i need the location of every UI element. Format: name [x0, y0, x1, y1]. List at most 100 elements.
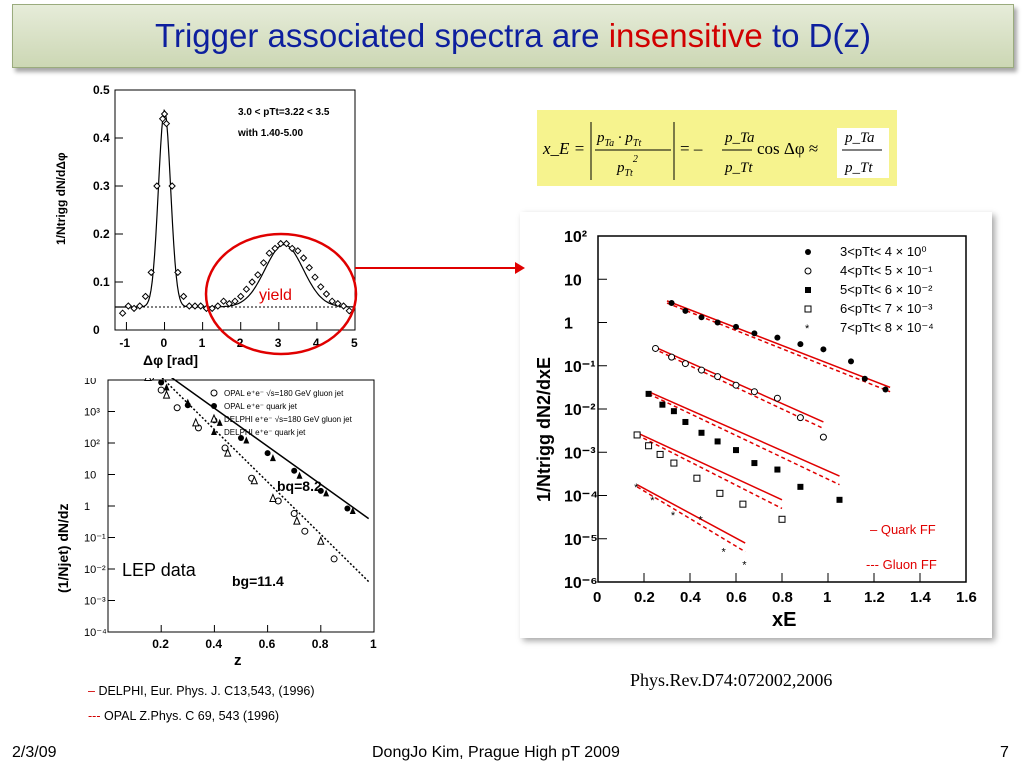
- dphi-point: [294, 247, 302, 255]
- xe-point-4: *: [742, 560, 747, 572]
- dphi-point: [179, 292, 188, 301]
- lep-legend-marker: [211, 428, 217, 435]
- xe-xtick-label: 0.4: [680, 589, 702, 606]
- title-highlight: insensitive: [608, 17, 763, 54]
- lep-ylabel: (1/Njet) dN/dz: [55, 504, 71, 593]
- dphi-point: [311, 273, 319, 281]
- title-part2: to D(z): [762, 17, 871, 54]
- lep-ytick-label: 10²: [84, 438, 100, 450]
- dphi-point: [219, 297, 228, 305]
- lep-point-0: [221, 444, 229, 452]
- xe-xtick-label: 1.4: [910, 589, 932, 606]
- xe-point-3: [656, 450, 664, 458]
- dphi-point: [174, 268, 182, 277]
- xe-point-1: [714, 373, 722, 381]
- xe-legend-label: 7<pTt< 8 × 10⁻⁴: [840, 320, 934, 335]
- lep-point-0: [157, 386, 165, 394]
- dphi-point: [288, 244, 296, 253]
- xe-point-2: [774, 466, 781, 473]
- xe-quark-fit-2: [648, 391, 840, 477]
- reference-opal: --- OPAL Z.Phys. C 69, 543 (1996): [88, 709, 279, 723]
- xe-xtick-label: 1: [823, 589, 831, 606]
- lep-point-1: [344, 505, 351, 512]
- dphi-ytick-label: 0.2: [93, 227, 110, 241]
- dphi-xtick-label: 4: [313, 336, 320, 350]
- xe-ytick-label: 10⁻⁶: [564, 575, 598, 592]
- xe-point-1: [668, 353, 676, 361]
- dphi-ytick-label: 0.4: [93, 131, 110, 145]
- dphi-point: [328, 297, 336, 305]
- xe-point-3: [716, 489, 724, 497]
- xe-legend-marker: [804, 267, 812, 275]
- xe-point-3: [693, 474, 701, 482]
- lep-chart: 0.2 0.4 0.6 0.8 11010³10²10110⁻¹10⁻²10⁻³10⁻⁴…: [55, 314, 377, 669]
- xe-ytick-label: 1: [564, 316, 573, 333]
- lep-point-3: [323, 489, 330, 497]
- xe-point-0: [774, 334, 781, 341]
- xe-ytick-label: 10⁻⁴: [564, 489, 598, 506]
- dphi-xtick-label: 0: [161, 336, 168, 350]
- dphi-point: [147, 268, 155, 277]
- dphi-xtick-label: 2: [237, 336, 244, 350]
- lep-chart-panel: 0.2 0.4 0.6 0.8 1 10 10³ 10² 10 1 10⁻¹ 10⁻² 10⁻³ 10⁻⁴…: [52, 314, 382, 678]
- formula-num-1: p_Ta: [724, 130, 754, 146]
- xe-point-0: [698, 314, 705, 321]
- dphi-point: [153, 182, 161, 190]
- xe-point-1: [681, 360, 689, 368]
- dphi-point: [265, 249, 273, 257]
- lep-xtick-label: 0.4: [205, 637, 222, 651]
- lep-title-bg: [116, 556, 216, 582]
- xe-point-3: [739, 500, 747, 508]
- xe-xtick-label: 0.8: [772, 589, 793, 606]
- xe-legend-marker: [804, 305, 812, 313]
- title-bar: Trigger associated spectra are insensiti…: [12, 4, 1014, 68]
- xe-point-3: [670, 459, 678, 467]
- dphi-xtick-label: 5: [351, 336, 358, 350]
- xe-legend-marker: [805, 287, 811, 293]
- lep-point-0: [173, 404, 181, 412]
- xe-point-2: [836, 496, 843, 503]
- lep-point-2: [144, 372, 152, 381]
- lep-xlabel: z: [234, 652, 242, 669]
- xe-ytick-label: 10⁻¹: [564, 359, 596, 376]
- ref-text-opal: OPAL Z.Phys. C 69, 543 (1996): [103, 709, 280, 723]
- dphi-point: [345, 307, 353, 315]
- xe-point-3: [633, 431, 641, 439]
- lep-point-3: [243, 436, 250, 444]
- lep-ytick-label: 10³: [84, 407, 100, 419]
- xe-point-2: [733, 447, 739, 454]
- dphi-point: [282, 239, 291, 248]
- dphi-point: [214, 302, 222, 310]
- lep-point-3: [163, 383, 170, 391]
- lep-annotation-bg: bg=11.4: [232, 573, 284, 589]
- xe-xtick-label: 1.2: [864, 589, 885, 606]
- dphi-ylabel: 1/Ntrigg dN/dΔφ: [54, 152, 68, 245]
- dphi-point: [168, 182, 176, 190]
- lep-point-2: [269, 493, 277, 502]
- xe-quark-fit-0: [666, 300, 891, 389]
- lep-title: LEP data: [122, 560, 197, 580]
- xe-point-4: *: [650, 495, 655, 507]
- footer-center: DongJo Kim, Prague High pT 2009: [372, 744, 620, 761]
- lep-point-1: [264, 450, 271, 457]
- lep-legend-label: OPAL e⁺e⁻ quark jet: [224, 402, 298, 411]
- xe-quark-fit-3: [636, 432, 783, 501]
- xe-point-0: [797, 341, 804, 348]
- dphi-ytick-label: 0: [93, 323, 100, 337]
- dphi-point: [231, 297, 239, 305]
- dphi-point: [237, 292, 245, 301]
- xe-point-0: [848, 358, 854, 365]
- lep-point-3: [216, 418, 223, 426]
- lep-point-3: [269, 454, 276, 462]
- lep-legend-label: OPAL e⁺e⁻ √s=180 GeV gluon jet: [224, 389, 344, 398]
- xe-fit-legend-gluon: --- Gluon FF: [866, 557, 937, 572]
- lep-legend-marker: [210, 389, 218, 397]
- dphi-point: [130, 304, 138, 313]
- formula-num-2: p_Ta: [844, 130, 874, 146]
- lep-point-0: [301, 527, 309, 535]
- lep-ytick-label: 10: [84, 378, 96, 387]
- lep-xtick-label: 0.2: [152, 637, 169, 651]
- dphi-point: [242, 285, 251, 293]
- xe-point-0: [820, 346, 827, 353]
- footer-date: 2/3/09: [12, 744, 57, 761]
